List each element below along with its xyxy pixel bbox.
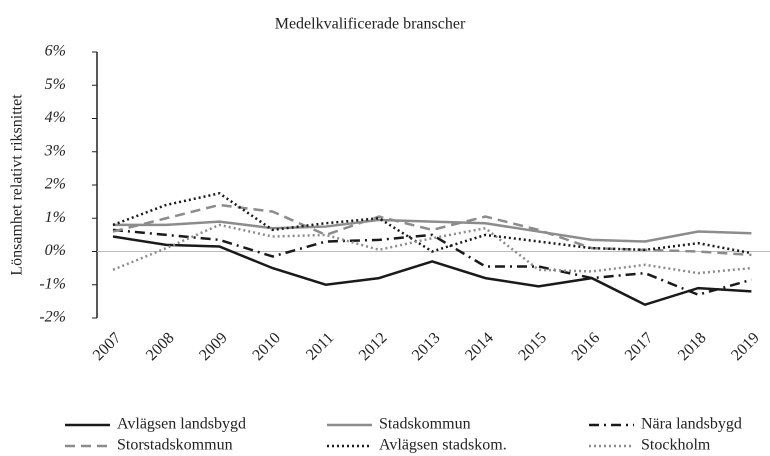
x-tick-label: 2007 [90, 329, 125, 364]
x-tick-label: 2014 [462, 329, 497, 364]
x-tick-label: 2008 [143, 329, 178, 364]
x-tick-label: 2017 [622, 329, 657, 364]
series-line [112, 191, 752, 255]
x-tick-label: 2009 [196, 329, 231, 364]
x-tick-label: 2013 [409, 329, 444, 364]
y-tick-label: 0% [45, 242, 66, 259]
y-tick-label: 3% [44, 142, 66, 159]
legend-label: Avlägsen stadskom. [379, 437, 507, 454]
x-tick-label: 2012 [356, 329, 391, 364]
y-tick-label: 4% [45, 109, 66, 126]
x-tick-label: 2011 [303, 329, 337, 363]
y-tick-label: 2% [45, 176, 66, 193]
series-line [112, 235, 752, 307]
x-tick-label: 2016 [569, 329, 604, 364]
legend-label: Stockholm [641, 437, 711, 454]
series-line [112, 223, 752, 275]
series-line [113, 218, 752, 243]
x-tick-label: 2010 [249, 329, 284, 364]
y-tick-label: 5% [45, 76, 66, 93]
x-tick-label: 2018 [675, 329, 710, 364]
y-tick-label: 6% [45, 43, 66, 60]
y-axis-label: Lönsamhet relativt riksnittet [9, 94, 26, 276]
legend-label: Nära landsbygd [641, 416, 742, 433]
x-tick-label: 2019 [728, 329, 763, 364]
legend-label: Avlägsen landsbygd [117, 416, 246, 433]
y-tick-label: 1% [45, 209, 66, 226]
y-tick-label: -2% [39, 309, 66, 326]
series-line [112, 228, 752, 297]
x-tick-label: 2015 [515, 329, 550, 364]
legend-label: Stadskommun [379, 416, 471, 433]
y-tick-label: -1% [39, 275, 66, 292]
legend-label: Storstadskommun [117, 437, 233, 454]
chart-title: Medelkvalificerade branscher [275, 16, 466, 33]
